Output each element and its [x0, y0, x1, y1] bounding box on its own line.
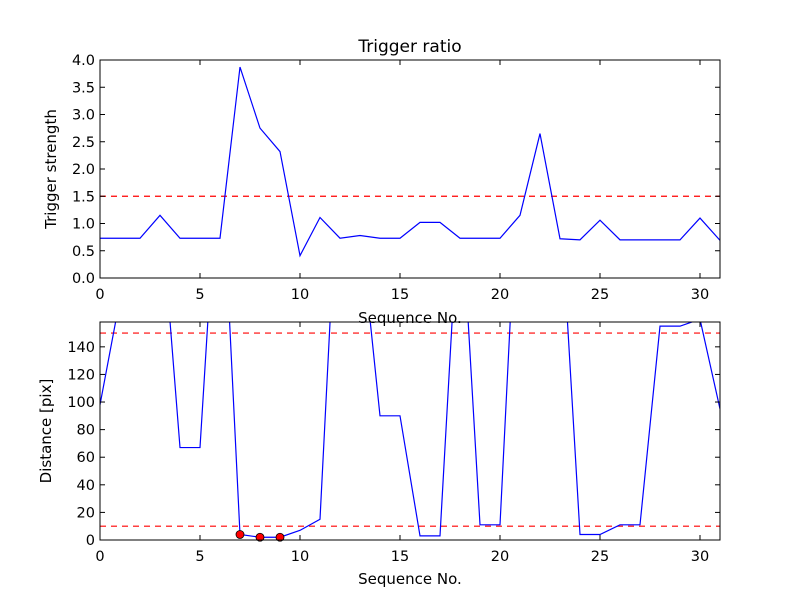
top-x-tick-label: 10 — [291, 287, 309, 303]
top-x-tick-label: 15 — [391, 287, 409, 303]
bottom-x-tick-label: 30 — [691, 549, 709, 565]
bottom-y-tick-label: 80 — [77, 423, 95, 439]
bottom-y-tick-label: 40 — [77, 478, 95, 494]
bottom-series-group — [100, 322, 720, 538]
bottom-y-axis-label: Distance [pix] — [37, 379, 55, 484]
bottom-y-tick-label: 120 — [67, 367, 95, 383]
bottom-y-tick-label: 100 — [67, 395, 95, 411]
bottom-x-tick-label: 25 — [591, 549, 609, 565]
bottom-plot-frame — [99, 321, 721, 541]
bottom-highlighted-points — [235, 530, 285, 542]
top-y-axis: 0.0 0.5 1.0 1.5 2.0 2.5 3.0 3.5 4.0 — [72, 53, 720, 287]
bottom-x-axis-label: Sequence No. — [358, 570, 462, 588]
top-y-tick-label: 4.0 — [72, 53, 95, 69]
top-y-axis-label: Trigger strength — [42, 109, 60, 230]
top-y-tick-label: 2.5 — [72, 135, 95, 151]
bottom-chart: 0 5 10 15 20 25 30 0 20 40 60 80 100 120 140 Sequence… — [37, 321, 721, 588]
bottom-highlight-point — [235, 530, 245, 539]
top-y-tick-label: 2.0 — [72, 162, 95, 178]
top-series-group — [100, 66, 720, 258]
bottom-y-tick-label: 0 — [86, 533, 95, 549]
bottom-series-line-0 — [100, 322, 720, 538]
top-y-tick-label: 1.0 — [72, 217, 95, 233]
bottom-x-tick-label: 20 — [491, 549, 509, 565]
top-x-tick-label: 5 — [195, 287, 204, 303]
top-x-tick-label: 20 — [491, 287, 509, 303]
bottom-threshold-lines — [100, 332, 720, 527]
bottom-y-tick-label: 60 — [77, 450, 95, 466]
bottom-highlight-point — [255, 532, 265, 542]
top-series-line-0 — [100, 66, 720, 258]
top-y-tick-label: 1.5 — [72, 189, 95, 205]
bottom-highlight-point — [275, 532, 285, 542]
top-y-tick-label: 0.5 — [72, 244, 95, 260]
top-y-tick-label: 3.0 — [72, 108, 95, 124]
top-x-axis: 0 5 10 15 20 25 30 — [95, 60, 709, 303]
bottom-x-tick-label: 10 — [291, 549, 309, 565]
bottom-y-tick-label: 20 — [77, 505, 95, 521]
top-x-axis-label: Sequence No. — [358, 309, 462, 327]
bottom-x-tick-label: 5 — [195, 549, 204, 565]
bottom-y-tick-label: 140 — [67, 340, 95, 356]
top-x-tick-label: 25 — [591, 287, 609, 303]
top-y-tick-label: 3.5 — [72, 80, 95, 96]
top-x-tick-label: 0 — [95, 287, 104, 303]
bottom-x-axis: 0 5 10 15 20 25 30 — [95, 322, 709, 565]
bottom-y-axis: 0 20 40 60 80 100 120 140 — [67, 340, 720, 549]
top-y-tick-label: 0.0 — [72, 271, 95, 287]
bottom-x-tick-label: 0 — [95, 549, 104, 565]
top-x-tick-label: 30 — [691, 287, 709, 303]
bottom-x-tick-label: 15 — [391, 549, 409, 565]
top-chart-title: Trigger ratio — [357, 37, 461, 57]
